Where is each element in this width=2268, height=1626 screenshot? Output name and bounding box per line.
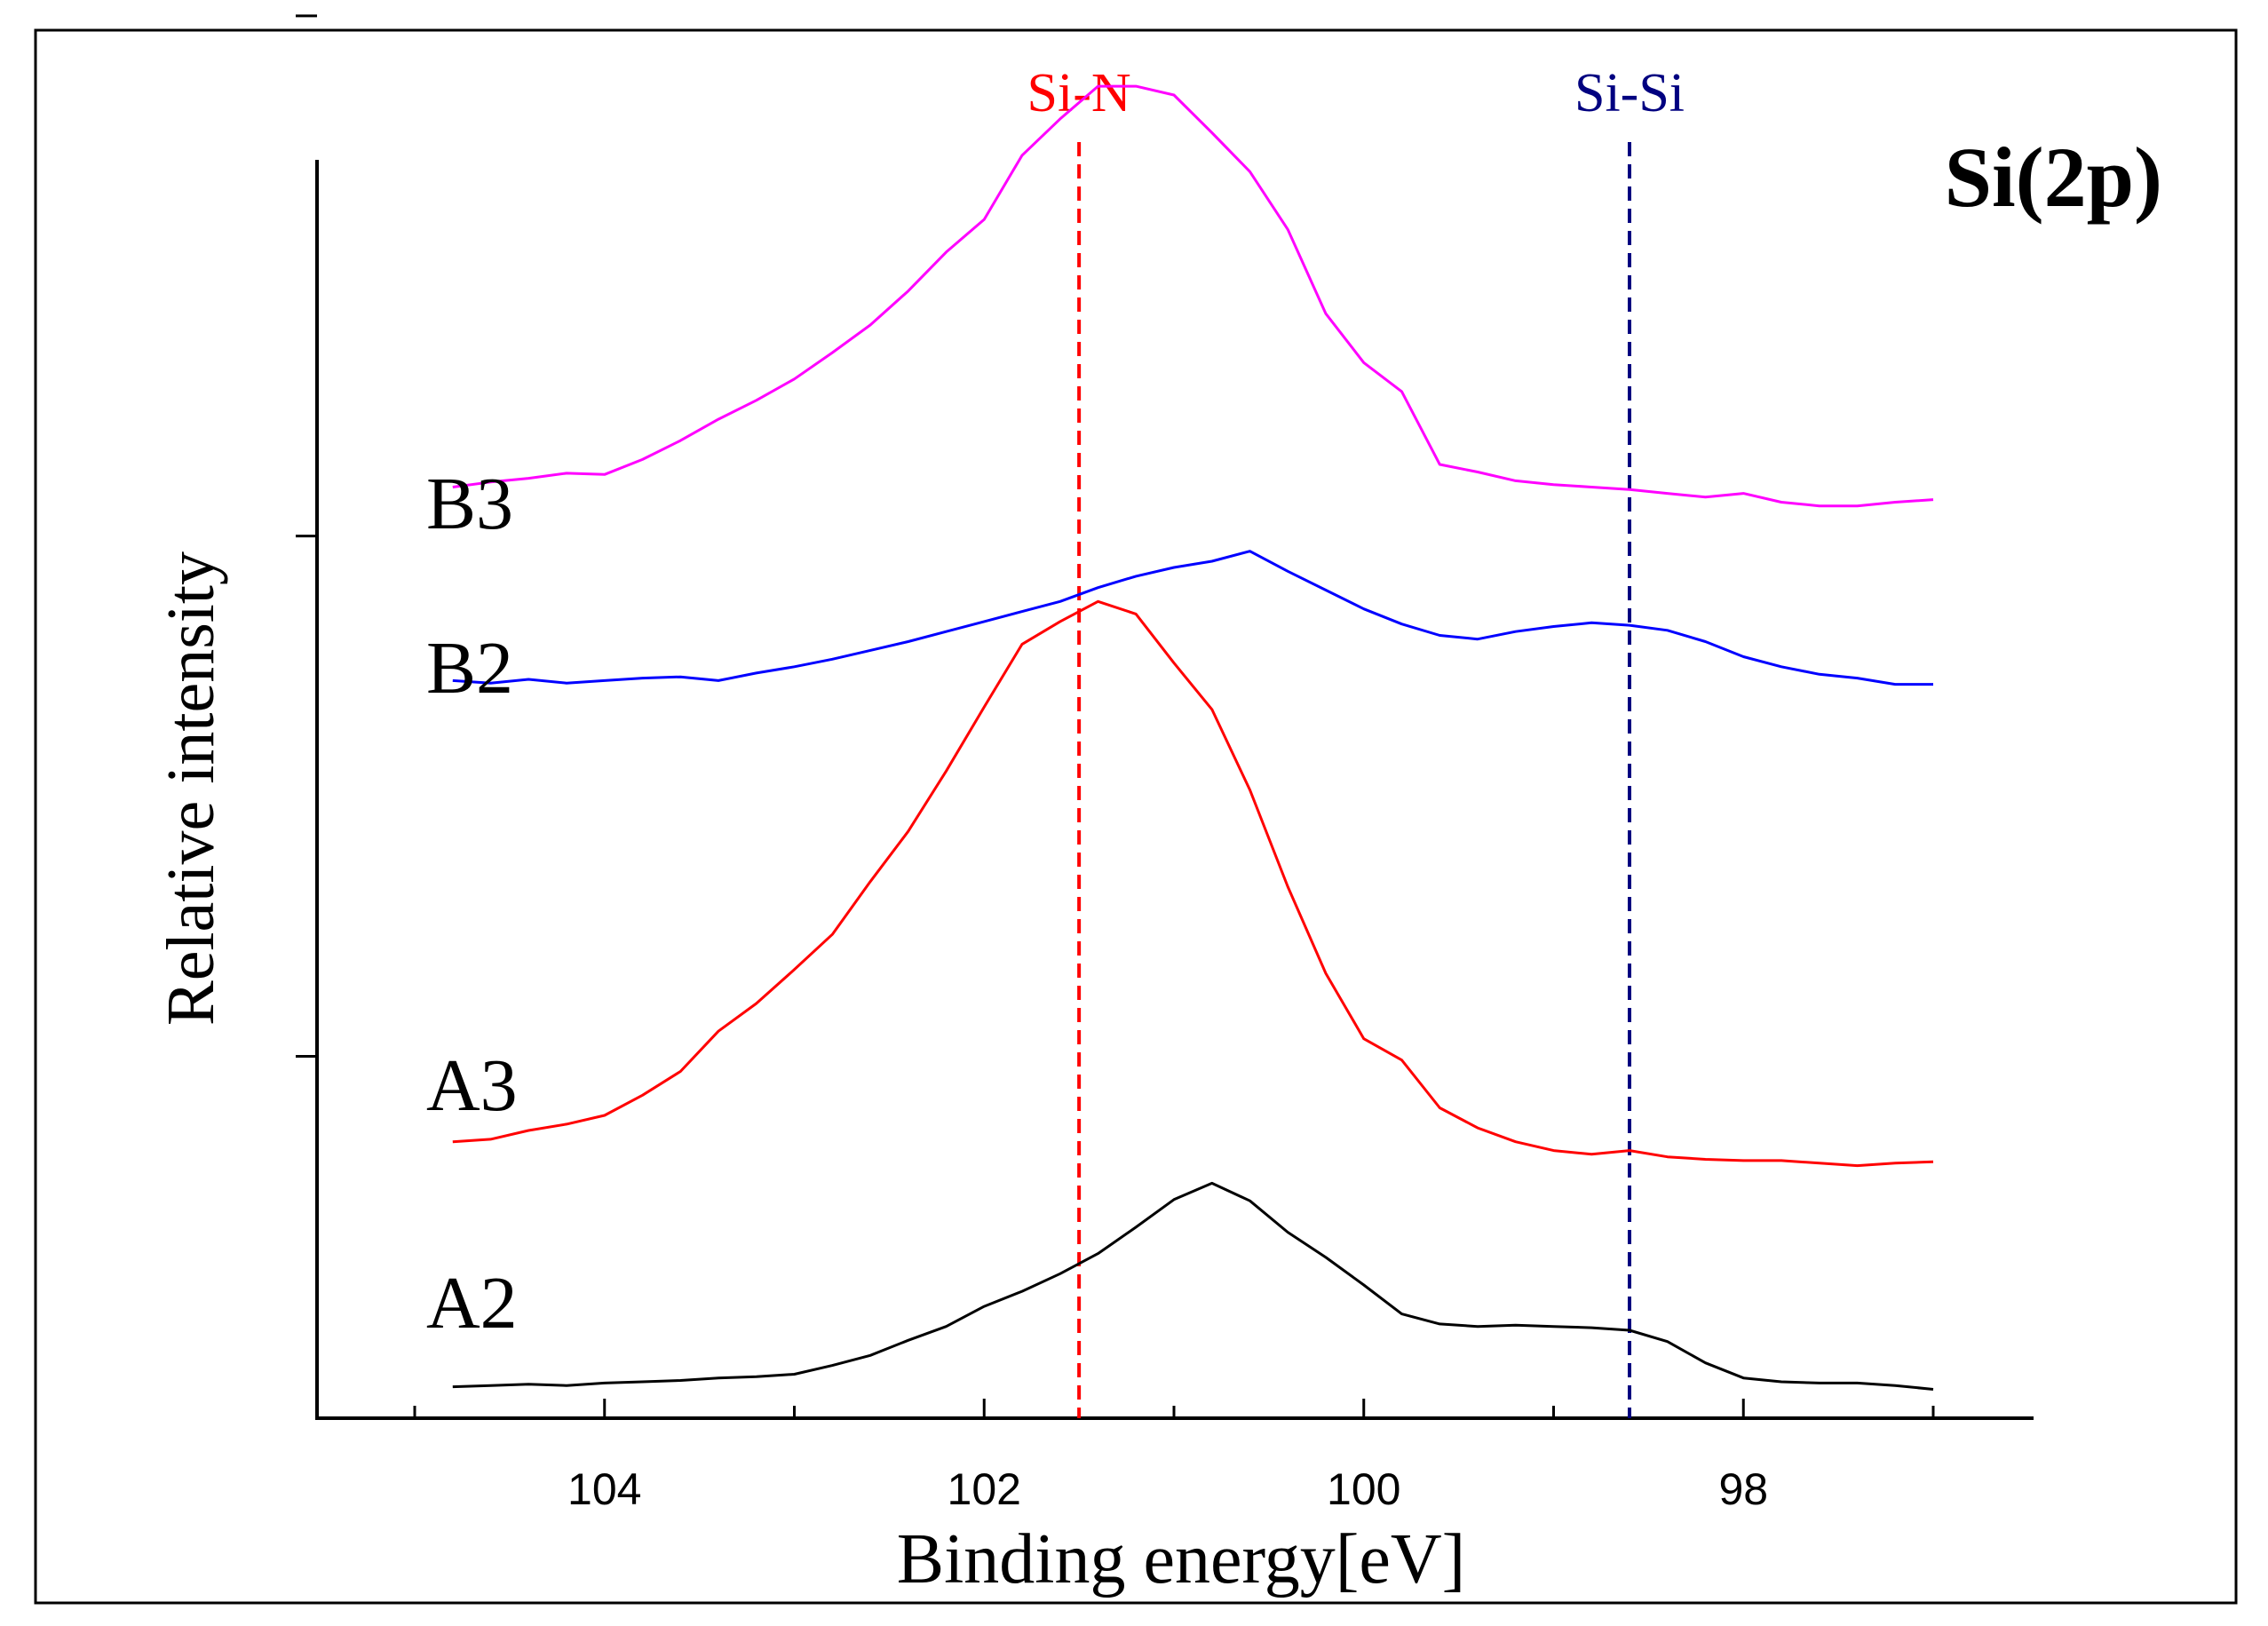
- reference-label-Si-Si: Si-Si: [1574, 63, 1685, 123]
- curve-label-B3: B3: [426, 463, 513, 545]
- y-axis-title: Relative intensity: [154, 551, 228, 1026]
- reference-label-Si-N: Si-N: [1027, 63, 1131, 123]
- x-axis-title: Binding energy[eV]: [897, 1520, 1466, 1598]
- curve-label-A3: A3: [426, 1044, 518, 1127]
- series-line-B3: [452, 84, 1934, 508]
- x-ticks: [413, 1399, 1935, 1418]
- panel-label: Si(2p): [1945, 130, 2162, 225]
- y-ticks: [296, 14, 317, 1058]
- figure-frame: [34, 28, 2238, 1605]
- x-tick-label-102: 102: [948, 1464, 1021, 1514]
- x-tick-label-98: 98: [1718, 1464, 1768, 1514]
- x-tick-label-104: 104: [567, 1464, 641, 1514]
- curve-label-B2: B2: [426, 627, 513, 710]
- series-line-A3: [452, 599, 1934, 1168]
- reference-lines: Si-N Si-Si: [1027, 63, 1685, 1418]
- curve-label-A2: A2: [426, 1262, 518, 1344]
- series-lines: [452, 84, 1934, 1391]
- series-line-A2: [452, 1181, 1934, 1391]
- series-line-B2: [452, 550, 1933, 686]
- x-tick-labels: 104 102 100 98: [567, 1464, 1768, 1514]
- x-tick-label-100: 100: [1327, 1464, 1400, 1514]
